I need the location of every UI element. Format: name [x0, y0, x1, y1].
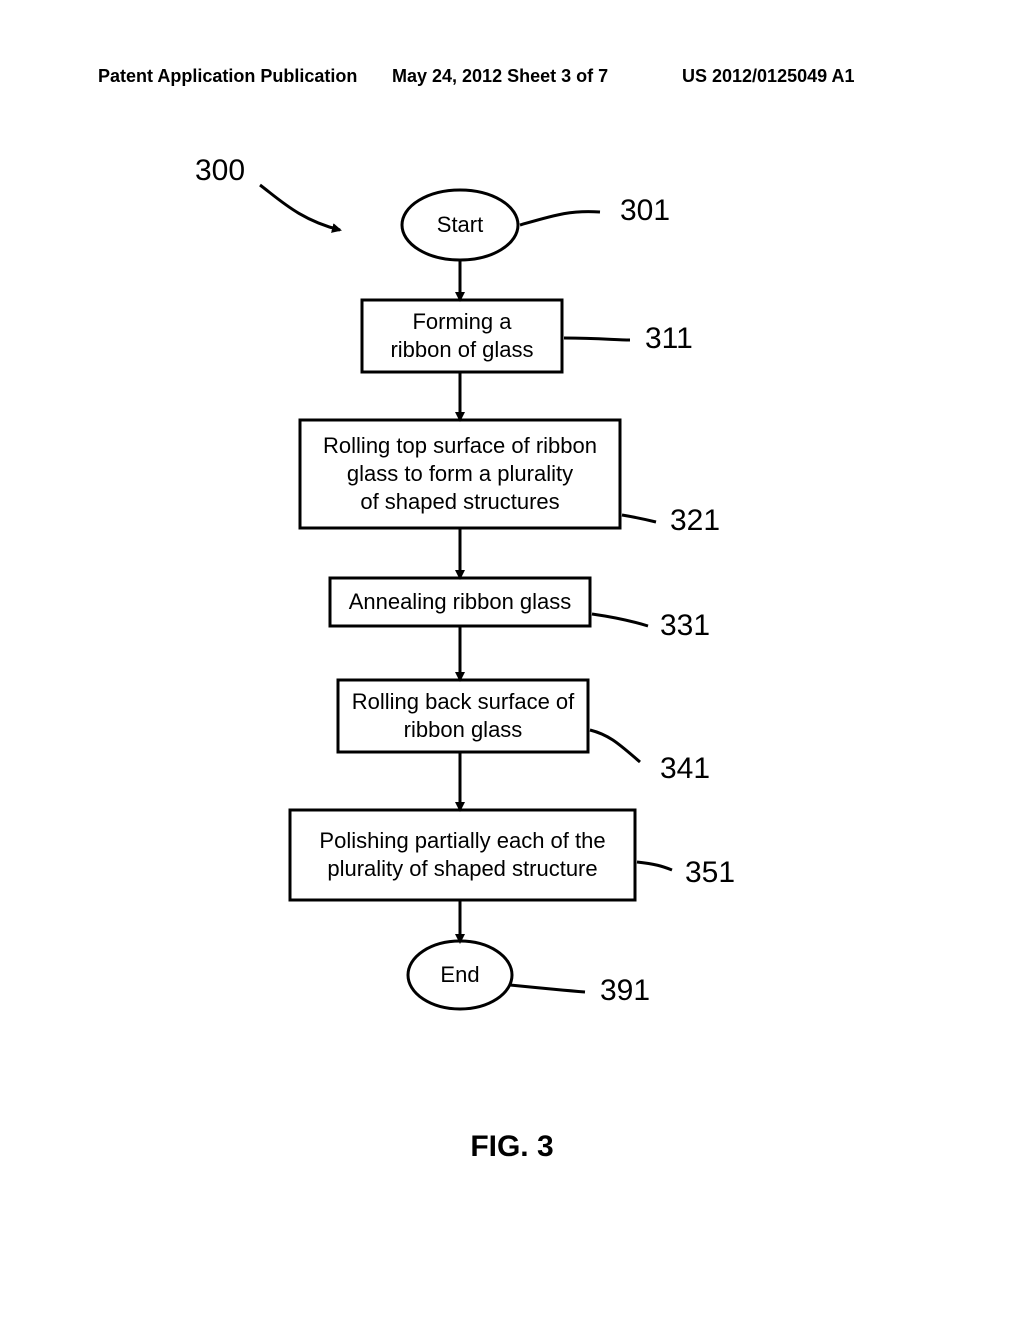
ref-label-step5: 351: [685, 856, 735, 889]
flowchart-svg: 300 Start 301 Forming a ribbon of glass 311 Ro…: [0, 0, 1024, 1320]
flow-node-text-step2: Rolling top surface of ribbon: [323, 433, 597, 458]
ref-label-step3: 331: [660, 609, 710, 642]
ref-label-end: 391: [600, 974, 650, 1007]
flow-node-text-step1: Forming a: [412, 309, 512, 334]
flow-node-text-end: End: [440, 962, 479, 987]
figure-caption: FIG. 3: [0, 1130, 1024, 1164]
ref-leader-step2: [622, 515, 656, 522]
ref-label-step2: 321: [670, 504, 720, 537]
ref-leader-step1: [564, 338, 630, 340]
flow-node-step5: [290, 810, 635, 900]
ref-leader-start: [520, 212, 600, 225]
diagram-label-leader: [260, 185, 340, 230]
flow-node-text-step5: Polishing partially each of the: [319, 828, 605, 853]
flow-node-text-step4: ribbon glass: [404, 717, 523, 742]
flowchart-container: 300 Start 301 Forming a ribbon of glass 311 Ro…: [0, 0, 1024, 1320]
ref-label-start: 301: [620, 194, 670, 227]
diagram-label: 300: [195, 154, 245, 187]
ref-leader-step5: [637, 862, 672, 870]
ref-leader-step4: [590, 730, 640, 762]
ref-leader-step3: [592, 614, 648, 626]
flow-node-text-step1: ribbon of glass: [390, 337, 533, 362]
ref-label-step4: 341: [660, 752, 710, 785]
flow-node-text-step2: of shaped structures: [360, 489, 559, 514]
flow-node-text-step3: Annealing ribbon glass: [349, 589, 572, 614]
ref-leader-end: [510, 985, 585, 992]
flow-node-text-step5: plurality of shaped structure: [327, 856, 597, 881]
ref-label-step1: 311: [645, 322, 693, 355]
flow-node-text-step2: glass to form a plurality: [347, 461, 573, 486]
patent-page: Patent Application Publication May 24, 2…: [0, 0, 1024, 1320]
flow-node-text-start: Start: [437, 212, 483, 237]
flow-node-text-step4: Rolling back surface of: [352, 689, 575, 714]
